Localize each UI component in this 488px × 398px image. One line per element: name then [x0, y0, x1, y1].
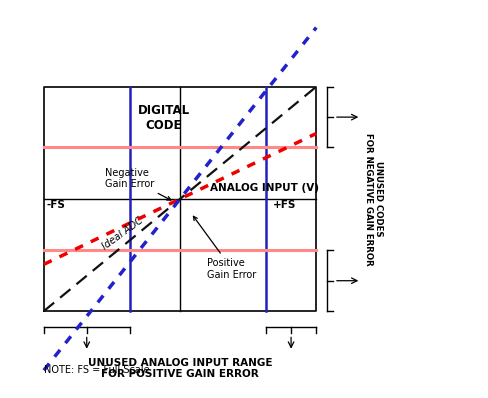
- Text: DIGITAL
CODE: DIGITAL CODE: [137, 104, 189, 132]
- Text: ANALOG INPUT (V): ANALOG INPUT (V): [210, 183, 318, 193]
- Text: UNUSED CODES
FOR NEGATIVE GAIN ERROR: UNUSED CODES FOR NEGATIVE GAIN ERROR: [363, 133, 383, 265]
- Text: -FS: -FS: [46, 200, 65, 210]
- Text: +FS: +FS: [272, 200, 295, 210]
- Text: Negative
Gain Error: Negative Gain Error: [105, 168, 171, 200]
- Text: Ideal ADC: Ideal ADC: [101, 215, 145, 251]
- Text: Positive
Gain Error: Positive Gain Error: [193, 216, 256, 280]
- Text: UNUSED ANALOG INPUT RANGE
FOR POSITIVE GAIN ERROR: UNUSED ANALOG INPUT RANGE FOR POSITIVE G…: [88, 358, 272, 379]
- Text: NOTE: FS = Full Scale: NOTE: FS = Full Scale: [44, 365, 149, 375]
